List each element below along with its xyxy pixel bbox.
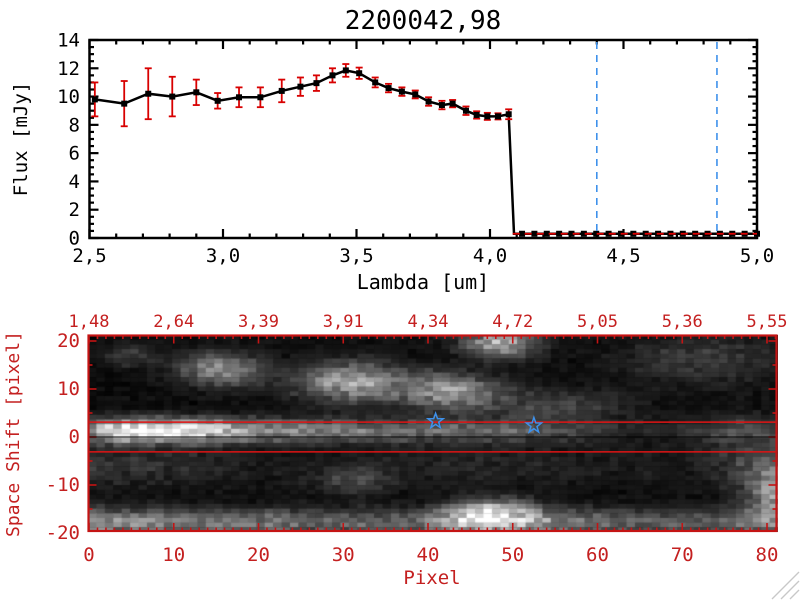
- spectrum-annotations: [512, 42, 757, 237]
- svg-text:10: 10: [57, 86, 80, 108]
- flux-spectrum-panel: 2200042,98 Flux [mJy] Lambda [um] 2,5 3,0…: [10, 6, 774, 294]
- svg-text:0: 0: [69, 426, 80, 448]
- spectrum-axes-ticks: 2,5 3,0 3,5 4,0 4,5 5,0 0 2 4 6 8 10 12 14: [57, 30, 774, 268]
- spectral-2d-image: [88, 335, 778, 532]
- star-markers: [425, 410, 544, 434]
- svg-text:3,0: 3,0: [206, 245, 240, 267]
- svg-text:60: 60: [586, 544, 609, 566]
- svg-text:3,5: 3,5: [339, 245, 373, 267]
- svg-text:20: 20: [57, 330, 80, 352]
- svg-text:2,64: 2,64: [153, 312, 194, 332]
- svg-text:5,0: 5,0: [740, 245, 774, 267]
- svg-text:20: 20: [247, 544, 270, 566]
- space-shift-axis-label: Space Shift [pixel]: [3, 331, 24, 537]
- svg-text:70: 70: [671, 544, 694, 566]
- space-shift-panel: Space Shift [pixel] Pixel 0 10 20 30 40 50 60 7…: [3, 312, 787, 589]
- pixel-axis-label: Pixel: [403, 567, 460, 589]
- svg-text:0: 0: [83, 544, 94, 566]
- svg-text:8: 8: [69, 114, 80, 136]
- svg-text:80: 80: [756, 544, 779, 566]
- svg-text:12: 12: [57, 58, 80, 80]
- flux-axis-label: Flux [mJy]: [10, 82, 32, 196]
- resize-grip[interactable]: [771, 571, 800, 600]
- svg-text:5,36: 5,36: [662, 312, 703, 332]
- svg-text:10: 10: [162, 544, 185, 566]
- svg-text:4,72: 4,72: [492, 312, 533, 332]
- svg-text:4,34: 4,34: [408, 312, 449, 332]
- image-axes-ticks: 0 10 20 30 40 50 60 70 80 20 10 0 -10 -20 1,48 2,64 3,39…: [46, 312, 788, 566]
- svg-text:10: 10: [57, 378, 80, 400]
- svg-text:6: 6: [69, 143, 80, 165]
- svg-text:1,48: 1,48: [69, 312, 110, 332]
- lambda-axis-label: Lambda [um]: [357, 270, 489, 294]
- svg-text:4: 4: [69, 171, 80, 193]
- svg-text:2: 2: [69, 199, 80, 221]
- svg-text:5,55: 5,55: [747, 312, 788, 332]
- svg-text:5,05: 5,05: [577, 312, 618, 332]
- svg-text:4,5: 4,5: [606, 245, 640, 267]
- svg-text:2,5: 2,5: [72, 245, 106, 267]
- svg-text:50: 50: [501, 544, 524, 566]
- svg-text:14: 14: [57, 30, 80, 52]
- svg-text:4,0: 4,0: [473, 245, 507, 267]
- svg-text:30: 30: [332, 544, 355, 566]
- svg-text:40: 40: [417, 544, 440, 566]
- plot-title: 2200042,98: [345, 6, 502, 36]
- svg-text:-10: -10: [46, 474, 80, 496]
- svg-text:3,91: 3,91: [323, 312, 364, 332]
- spectrum-data: [91, 63, 760, 237]
- svg-text:-20: -20: [46, 522, 80, 544]
- svg-text:0: 0: [69, 228, 80, 250]
- svg-text:3,39: 3,39: [238, 312, 279, 332]
